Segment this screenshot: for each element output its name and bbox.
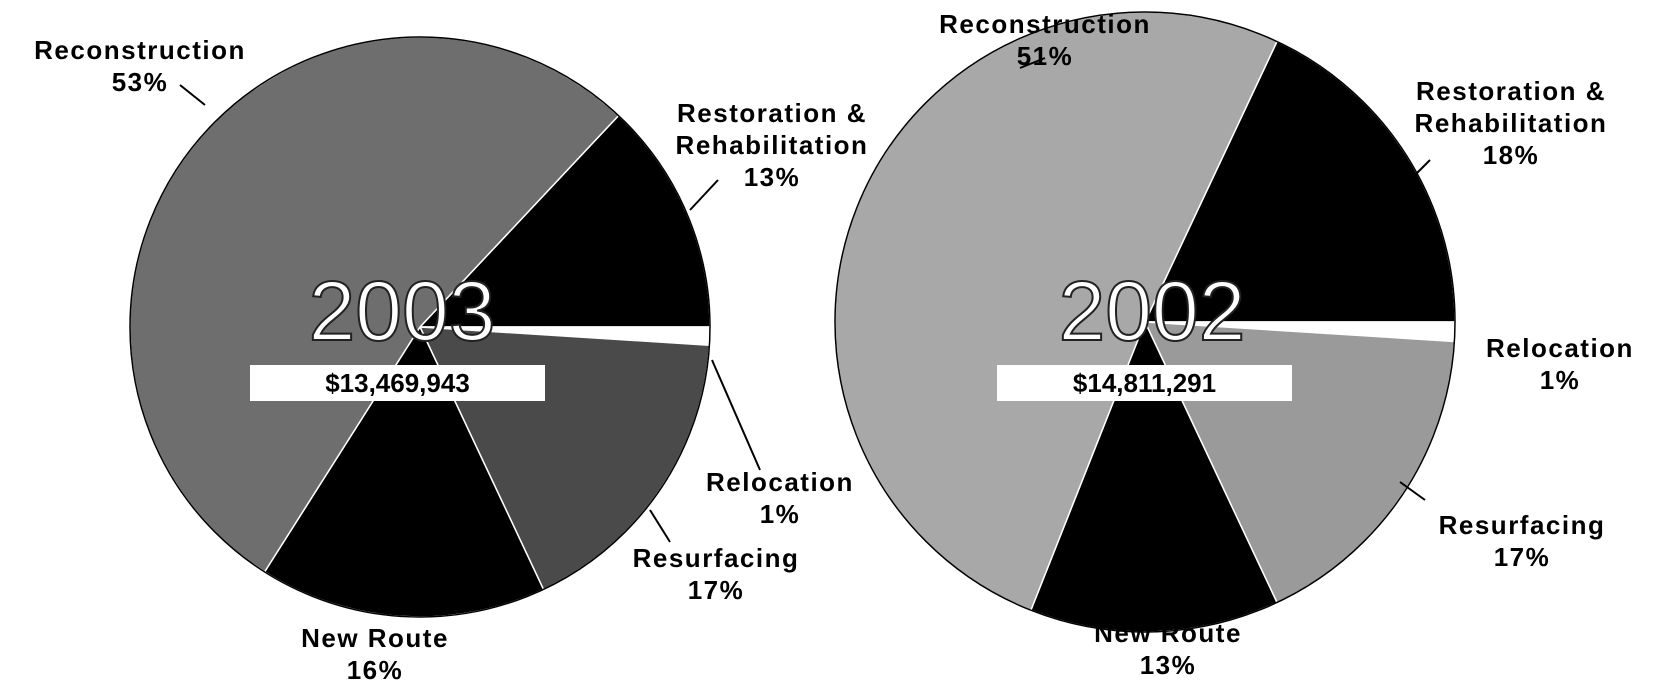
value-label: 51% bbox=[1016, 41, 1074, 71]
slice-label: Resurfacing 17% bbox=[601, 542, 831, 606]
slice-label: New Route 16% bbox=[260, 622, 490, 686]
total-label: $13,469,943 bbox=[325, 368, 470, 398]
value-label: 1% bbox=[1539, 365, 1581, 395]
slice-label: Relocation 1% bbox=[1445, 332, 1673, 396]
value-label: 13% bbox=[1139, 650, 1197, 680]
category-label: New Route bbox=[1094, 618, 1242, 648]
leader-line bbox=[711, 359, 761, 471]
slice-label: Restoration & Rehabilitation 18% bbox=[1386, 75, 1636, 171]
total-box bbox=[250, 365, 545, 401]
slice-label: Reconstruction 51% bbox=[930, 8, 1160, 72]
category-label: Resurfacing bbox=[632, 543, 800, 573]
value-label: 1% bbox=[759, 499, 801, 529]
category-label: Restoration & Rehabilitation bbox=[1414, 76, 1608, 138]
category-label: New Route bbox=[301, 623, 449, 653]
slice-label: Reconstruction 53% bbox=[25, 34, 255, 98]
category-label: Relocation bbox=[706, 467, 854, 497]
category-label: Relocation bbox=[1486, 333, 1634, 363]
chart-title: 2003 bbox=[309, 264, 496, 358]
value-label: 13% bbox=[743, 162, 801, 192]
chart-title: 2002 bbox=[1059, 264, 1246, 358]
total-box bbox=[997, 365, 1292, 401]
value-label: 16% bbox=[346, 655, 404, 685]
slice-label: Resurfacing 17% bbox=[1407, 509, 1637, 573]
slice-label: Relocation 1% bbox=[665, 466, 895, 530]
category-label: Restoration & Rehabilitation bbox=[675, 98, 869, 160]
category-label: Reconstruction bbox=[34, 35, 246, 65]
leader-line bbox=[649, 509, 671, 543]
value-label: 17% bbox=[1493, 542, 1551, 572]
slice-label: New Route 13% bbox=[1053, 617, 1283, 681]
category-label: Reconstruction bbox=[939, 9, 1151, 39]
value-label: 53% bbox=[111, 67, 169, 97]
pie-outline bbox=[834, 11, 1456, 633]
total-label: $14,811,291 bbox=[1073, 368, 1216, 398]
leader-line bbox=[1399, 159, 1431, 191]
leader-line bbox=[1399, 481, 1426, 501]
category-label: Resurfacing bbox=[1438, 510, 1606, 540]
value-label: 17% bbox=[687, 575, 745, 605]
leader-line bbox=[179, 84, 206, 106]
leader-line bbox=[689, 179, 719, 211]
slice-label: Restoration & Rehabilitation 13% bbox=[647, 97, 897, 193]
pie-outline bbox=[129, 36, 711, 618]
leader-line bbox=[1019, 57, 1046, 69]
value-label: 18% bbox=[1482, 140, 1540, 170]
